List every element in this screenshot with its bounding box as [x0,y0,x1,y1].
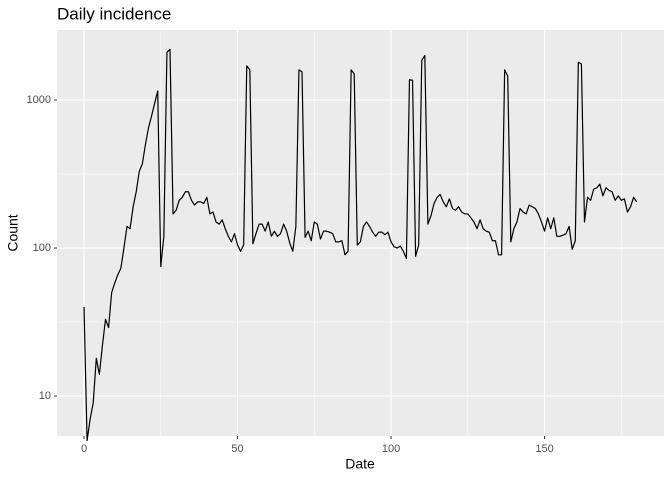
x-tick-label: 100 [382,443,400,455]
chart-title: Daily incidence [57,4,171,23]
x-tick-label: 50 [231,443,243,455]
y-axis-label: Count [5,214,21,251]
plot-panel [57,30,664,436]
x-axis-label: Date [345,456,375,472]
y-tick-label: 1000 [27,94,51,106]
x-tick-label: 150 [535,443,553,455]
y-tick-label: 100 [33,242,51,254]
x-tick-label: 0 [81,443,87,455]
data-line [83,48,638,442]
y-tick-label: 10 [39,390,51,402]
